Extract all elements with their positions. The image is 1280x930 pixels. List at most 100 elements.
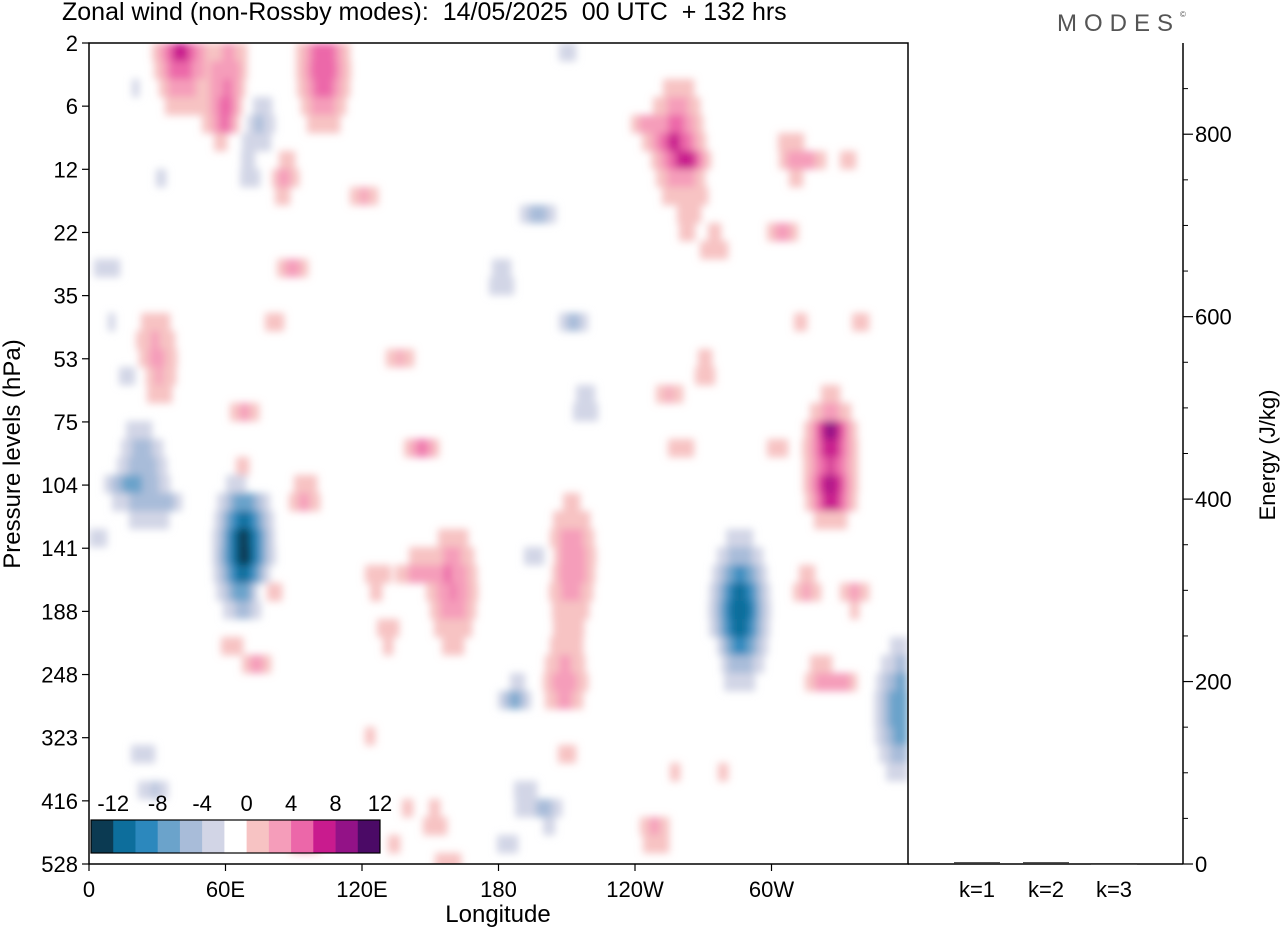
- wind-cell: [141, 313, 171, 332]
- wind-cell: [159, 43, 167, 62]
- colorbar-swatch: [91, 820, 114, 853]
- wind-cell: [235, 43, 248, 62]
- y-tick-label: 22: [54, 220, 78, 245]
- wind-cell: [515, 799, 537, 818]
- wind-cell: [778, 133, 805, 152]
- wind-cell: [335, 97, 347, 116]
- wind-cell: [518, 691, 526, 710]
- wind-cell: [411, 439, 420, 458]
- wind-cell: [108, 313, 116, 332]
- wind-cell: [250, 583, 255, 602]
- colorbar-swatch: [202, 820, 225, 853]
- y-axis: 2 6 12 22 35 53 75 104 141 188 248 323 416 528: [41, 31, 89, 877]
- wind-cell: [279, 151, 296, 170]
- wind-cell: [242, 133, 272, 152]
- colorbar-tick-label: 0: [240, 791, 252, 816]
- wind-cell: [680, 133, 692, 152]
- wind-cell: [667, 151, 677, 170]
- wind-cell: [306, 79, 315, 98]
- wind-cell: [236, 457, 250, 476]
- wind-cell: [852, 313, 870, 332]
- wind-cell: [586, 547, 597, 566]
- wind-cell: [677, 205, 702, 224]
- wind-cell: [250, 655, 264, 674]
- wind-cell: [260, 547, 265, 566]
- wind-cell: [536, 799, 553, 818]
- wind-cell: [818, 457, 829, 476]
- wind-cell: [882, 709, 890, 728]
- wind-cell: [497, 835, 519, 854]
- wind-cell: [162, 61, 170, 80]
- wind-cell: [216, 583, 226, 602]
- wind-cell: [884, 727, 894, 746]
- wind-cell: [169, 61, 193, 80]
- wind-cell: [726, 529, 754, 548]
- wind-cell: [811, 421, 817, 440]
- wind-cell: [885, 673, 897, 692]
- wind-cell: [577, 673, 589, 692]
- wind-cell: [226, 475, 247, 494]
- wind-cell: [833, 457, 844, 476]
- x-axis: 0 60E 120E 180 120W 60W: [83, 864, 794, 902]
- wind-cell: [560, 547, 587, 566]
- wind-cell: [249, 511, 257, 530]
- wind-cell: [825, 421, 837, 440]
- wind-cell: [893, 727, 908, 746]
- wind-cell: [433, 439, 440, 458]
- wind-cell: [202, 115, 213, 134]
- wind-cell: [758, 583, 764, 602]
- wind-cell: [573, 403, 599, 422]
- wind-cell: [545, 655, 560, 674]
- wind-cell: [232, 511, 240, 530]
- wind-cell: [755, 601, 760, 620]
- wind-cell: [226, 511, 233, 530]
- wind-cell: [241, 151, 256, 170]
- wind-cell: [361, 187, 368, 206]
- wind-cell: [793, 583, 804, 602]
- wind-cell: [235, 115, 240, 134]
- wind-cell: [803, 583, 811, 602]
- wind-cell: [408, 565, 445, 584]
- wind-cell: [694, 115, 704, 134]
- colorbar-tick-label: -12: [97, 791, 129, 816]
- wind-cell: [727, 637, 735, 656]
- colorbar-swatch: [135, 820, 158, 853]
- wind-cell: [256, 511, 262, 530]
- wind-cell: [727, 565, 737, 584]
- wind-cell: [265, 313, 285, 332]
- wind-cell: [289, 493, 300, 512]
- wind-cell: [730, 601, 751, 620]
- wind-cell: [668, 115, 685, 134]
- colorbar-swatch: [113, 820, 136, 853]
- wind-cell: [698, 349, 713, 368]
- wind-cell: [810, 583, 822, 602]
- energy-tick-label: 200: [1195, 670, 1232, 695]
- wind-cell: [388, 835, 401, 854]
- wind-cell: [304, 61, 312, 80]
- wind-cell: [550, 637, 584, 656]
- wind-cell: [552, 601, 590, 620]
- wind-cell: [333, 79, 342, 98]
- wind-cell: [581, 583, 594, 602]
- wind-cell: [212, 115, 221, 134]
- wind-cell: [811, 457, 819, 476]
- wind-cell: [850, 673, 858, 692]
- colorbar-swatch: [179, 820, 203, 853]
- wind-cell: [254, 493, 263, 512]
- wind-cell: [214, 133, 228, 152]
- wind-cell: [425, 439, 434, 458]
- wind-cell: [223, 547, 229, 566]
- brand-mark: ©: [1180, 10, 1186, 19]
- wind-cell: [126, 421, 153, 440]
- y-tick-label: 248: [41, 663, 78, 688]
- wind-cell: [218, 547, 224, 566]
- wind-cell: [803, 475, 810, 494]
- wind-cell: [732, 619, 748, 638]
- wind-cell: [879, 745, 891, 764]
- wind-cell: [816, 439, 823, 458]
- wind-feature: [249, 130, 253, 134]
- wind-cell: [210, 79, 225, 98]
- wind-cell: [890, 637, 908, 656]
- wind-cell: [754, 637, 761, 656]
- wind-cell: [238, 547, 251, 566]
